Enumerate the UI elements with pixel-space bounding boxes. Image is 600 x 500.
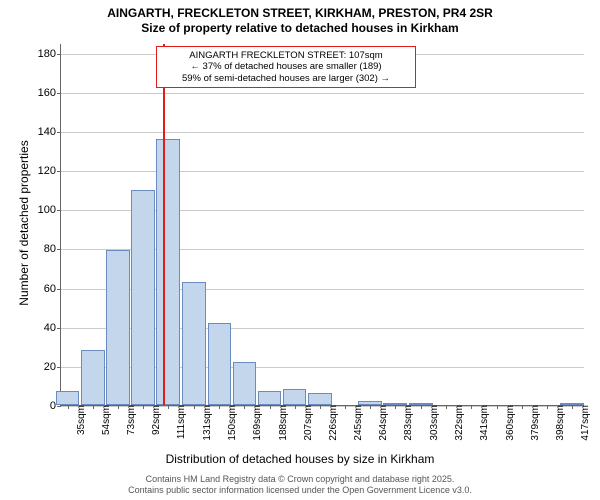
- histogram-bar: [182, 282, 206, 405]
- annotation-box: AINGARTH FRECKLETON STREET: 107sqm← 37% …: [156, 46, 416, 88]
- histogram-bar: [283, 389, 307, 405]
- histogram-bar: [208, 323, 232, 405]
- xtick-mark: [295, 405, 296, 409]
- xtick-label: 245sqm: [349, 405, 364, 441]
- xtick-mark: [143, 405, 144, 409]
- ytick-label: 60: [44, 283, 61, 295]
- xtick-mark: [446, 405, 447, 409]
- xtick-mark: [497, 405, 498, 409]
- xtick-mark: [68, 405, 69, 409]
- annotation-line3: 59% of semi-detached houses are larger (…: [163, 73, 409, 84]
- xtick-label: 73sqm: [122, 405, 137, 435]
- xtick-label: 169sqm: [248, 405, 263, 441]
- x-axis-label: Distribution of detached houses by size …: [0, 452, 600, 466]
- xtick-label: 111sqm: [172, 405, 187, 439]
- chart-title-block: AINGARTH, FRECKLETON STREET, KIRKHAM, PR…: [0, 6, 600, 36]
- xtick-label: 264sqm: [374, 405, 389, 441]
- xtick-label: 35sqm: [72, 405, 87, 435]
- gridline: [61, 171, 584, 172]
- xtick-label: 207sqm: [299, 405, 314, 441]
- xtick-mark: [320, 405, 321, 409]
- xtick-mark: [168, 405, 169, 409]
- chart-footer: Contains HM Land Registry data © Crown c…: [0, 474, 600, 496]
- plot-area: 02040608010012014016018035sqm54sqm73sqm9…: [60, 44, 584, 406]
- annotation-line1: AINGARTH FRECKLETON STREET: 107sqm: [163, 50, 409, 61]
- ytick-label: 180: [38, 48, 61, 60]
- xtick-mark: [522, 405, 523, 409]
- xtick-mark: [395, 405, 396, 409]
- xtick-label: 92sqm: [147, 405, 162, 435]
- histogram-bar: [258, 391, 282, 405]
- annotation-line2: ← 37% of detached houses are smaller (18…: [163, 61, 409, 72]
- xtick-mark: [270, 405, 271, 409]
- xtick-label: 417sqm: [576, 405, 591, 441]
- xtick-mark: [547, 405, 548, 409]
- xtick-mark: [244, 405, 245, 409]
- reference-line: [163, 44, 165, 405]
- ytick-label: 20: [44, 361, 61, 373]
- ytick-label: 120: [38, 165, 61, 177]
- histogram-bar: [56, 391, 80, 405]
- xtick-label: 150sqm: [223, 405, 238, 441]
- histogram-bar: [308, 393, 332, 405]
- xtick-label: 303sqm: [425, 405, 440, 441]
- xtick-mark: [421, 405, 422, 409]
- chart-title-line1: AINGARTH, FRECKLETON STREET, KIRKHAM, PR…: [0, 6, 600, 21]
- ytick-label: 160: [38, 87, 61, 99]
- xtick-mark: [370, 405, 371, 409]
- chart-title-line2: Size of property relative to detached ho…: [0, 21, 600, 36]
- xtick-label: 322sqm: [450, 405, 465, 441]
- xtick-mark: [572, 405, 573, 409]
- property-size-chart: AINGARTH, FRECKLETON STREET, KIRKHAM, PR…: [0, 0, 600, 500]
- xtick-mark: [118, 405, 119, 409]
- footer-line1: Contains HM Land Registry data © Crown c…: [0, 474, 600, 485]
- xtick-label: 131sqm: [198, 405, 213, 441]
- ytick-label: 140: [38, 126, 61, 138]
- xtick-label: 226sqm: [324, 405, 339, 441]
- xtick-label: 54sqm: [97, 405, 112, 435]
- xtick-label: 379sqm: [526, 405, 541, 441]
- histogram-bar: [131, 190, 155, 405]
- histogram-bar: [81, 350, 105, 405]
- xtick-label: 360sqm: [501, 405, 516, 441]
- ytick-label: 40: [44, 322, 61, 334]
- y-axis-label: Number of detached properties: [17, 123, 31, 323]
- xtick-label: 283sqm: [399, 405, 414, 441]
- histogram-bar: [106, 250, 130, 405]
- xtick-mark: [345, 405, 346, 409]
- gridline: [61, 132, 584, 133]
- histogram-bar: [233, 362, 257, 405]
- xtick-mark: [471, 405, 472, 409]
- xtick-mark: [219, 405, 220, 409]
- xtick-label: 341sqm: [475, 405, 490, 441]
- xtick-mark: [194, 405, 195, 409]
- gridline: [61, 93, 584, 94]
- ytick-label: 100: [38, 204, 61, 216]
- xtick-label: 188sqm: [274, 405, 289, 441]
- xtick-mark: [93, 405, 94, 409]
- histogram-bar: [156, 139, 180, 405]
- footer-line2: Contains public sector information licen…: [0, 485, 600, 496]
- xtick-label: 398sqm: [551, 405, 566, 441]
- ytick-label: 80: [44, 243, 61, 255]
